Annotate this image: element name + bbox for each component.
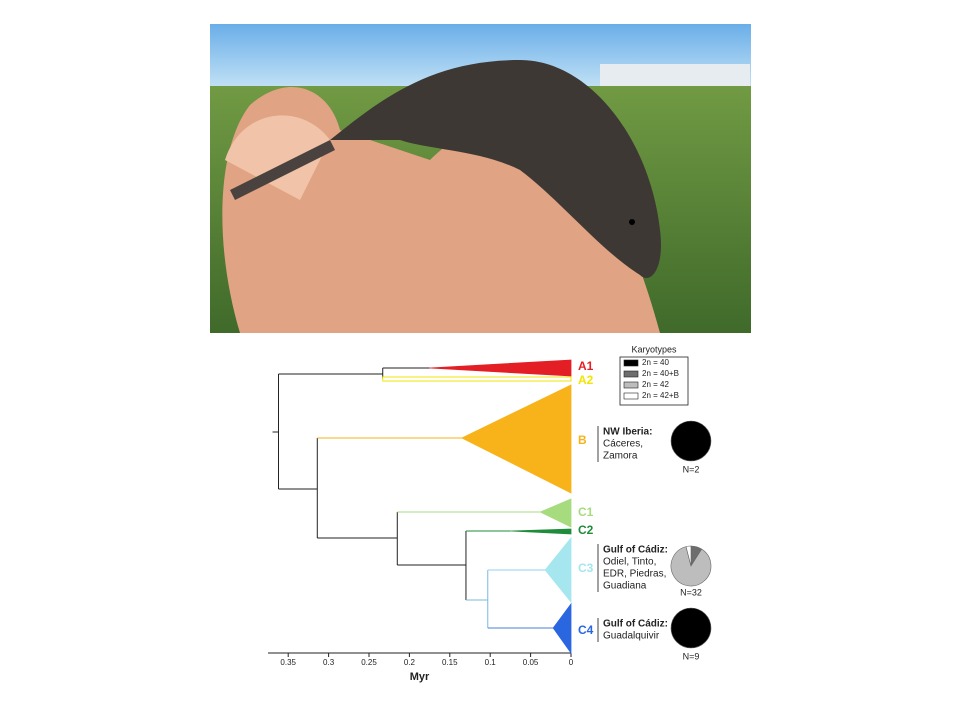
x-tick-label: 0.05 <box>523 658 539 667</box>
population-line: Cáceres, <box>603 439 643 450</box>
clade-triangle <box>429 359 572 377</box>
photo <box>210 24 751 334</box>
clade-triangle <box>552 602 572 655</box>
clade-label: C4 <box>578 623 594 637</box>
population-line: Guadalquivir <box>603 631 660 642</box>
legend-title: Karyotypes <box>631 344 677 354</box>
x-tick-label: 0.15 <box>442 658 458 667</box>
clade-label: C2 <box>578 523 594 537</box>
x-axis-label: Myr <box>410 671 430 683</box>
x-tick-label: 0 <box>569 658 574 667</box>
x-tick-label: 0.2 <box>404 658 416 667</box>
population-title: Gulf of Cádiz: <box>603 545 668 556</box>
legend-swatch <box>623 392 639 400</box>
sample-size: N=9 <box>683 651 700 661</box>
legend-label: 2n = 40 <box>642 358 669 367</box>
clade-label: C3 <box>578 561 594 575</box>
clade-triangle <box>539 498 572 528</box>
population-title: Gulf of Cádiz: <box>603 619 668 630</box>
x-tick-label: 0.1 <box>485 658 497 667</box>
pie-slice <box>670 607 712 649</box>
legend-swatch <box>623 370 639 378</box>
x-tick-label: 0.25 <box>361 658 377 667</box>
population-line: Odiel, Tinto, <box>603 557 656 568</box>
clade-label: B <box>578 433 587 447</box>
population-title: NW Iberia: <box>603 427 652 438</box>
sample-size: N=32 <box>680 587 702 597</box>
population-line: EDR, Piedras, <box>603 569 666 580</box>
sample-size: N=2 <box>683 464 700 474</box>
legend-label: 2n = 42+B <box>642 391 679 400</box>
pie-slice <box>670 420 712 462</box>
clade-label: A1 <box>578 359 594 373</box>
clade-branch <box>382 376 572 382</box>
clade-triangle <box>510 528 572 535</box>
clade-label: C1 <box>578 505 594 519</box>
legend-label: 2n = 42 <box>642 380 669 389</box>
population-line: Zamora <box>603 451 638 462</box>
x-tick-label: 0.35 <box>280 658 296 667</box>
legend-label: 2n = 40+B <box>642 369 679 378</box>
clade-triangle <box>461 384 572 494</box>
population-line: Guadiana <box>603 581 647 592</box>
x-tick-label: 0.3 <box>323 658 335 667</box>
legend-swatch <box>623 381 639 389</box>
clade-label: A2 <box>578 373 594 387</box>
clade-triangle <box>544 536 572 604</box>
pie-slice <box>670 546 712 587</box>
legend-swatch <box>623 359 639 367</box>
pie-slice <box>685 545 692 567</box>
